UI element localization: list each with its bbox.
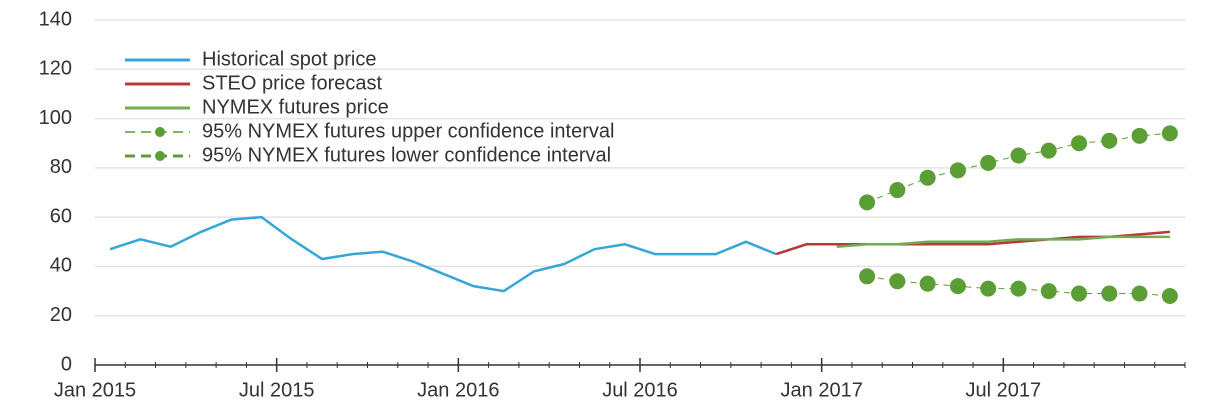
data-point (949, 278, 966, 295)
data-point (1040, 283, 1057, 300)
data-point (1161, 125, 1178, 142)
data-point (1101, 285, 1118, 302)
data-point (919, 169, 936, 186)
data-point (1131, 285, 1148, 302)
x-tick-label: Jul 2015 (239, 379, 315, 401)
y-tick-label: 0 (61, 353, 72, 375)
data-point (1040, 142, 1057, 159)
y-tick-label: 80 (50, 156, 72, 178)
y-tick-label: 40 (50, 255, 72, 277)
x-tick-label: Jul 2017 (966, 379, 1042, 401)
series-line (109, 215, 777, 293)
legend-label: NYMEX futures price (202, 96, 389, 118)
data-point (1161, 288, 1178, 304)
data-point (859, 194, 876, 211)
y-tick-label: 60 (50, 205, 72, 227)
series-line (836, 235, 1170, 248)
data-point (1010, 147, 1027, 164)
legend-label: Historical spot price (202, 48, 377, 70)
data-point (1071, 135, 1088, 152)
y-tick-label: 120 (39, 58, 72, 80)
data-point (889, 273, 906, 290)
data-point (919, 275, 936, 292)
x-tick-label: Jan 2016 (417, 379, 499, 401)
data-point (859, 268, 876, 285)
y-tick-label: 20 (50, 304, 72, 326)
x-tick-label: Jan 2017 (781, 379, 863, 401)
y-tick-label: 100 (39, 107, 72, 129)
data-point (1010, 280, 1027, 297)
data-point (949, 162, 966, 179)
legend-label: 95% NYMEX futures lower confidence inter… (202, 144, 611, 166)
data-point (980, 280, 997, 297)
x-tick-label: Jan 2015 (54, 379, 136, 401)
series-line (867, 275, 1170, 297)
legend-label: STEO price forecast (202, 72, 383, 94)
legend-label: 95% NYMEX futures upper confidence inter… (202, 120, 614, 142)
x-tick-label: Jul 2016 (602, 379, 678, 401)
legend-swatch (155, 127, 165, 137)
data-point (1131, 127, 1148, 144)
data-point (980, 154, 997, 171)
data-point (1071, 285, 1088, 302)
data-point (1101, 132, 1118, 149)
data-point (889, 182, 906, 199)
legend-swatch (155, 151, 165, 161)
y-tick-label: 140 (39, 8, 72, 30)
